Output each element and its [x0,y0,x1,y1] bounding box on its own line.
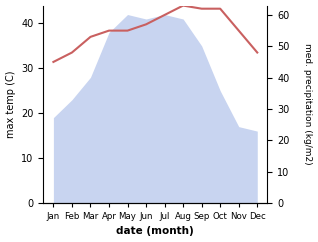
Y-axis label: med. precipitation (kg/m2): med. precipitation (kg/m2) [303,43,313,165]
Y-axis label: max temp (C): max temp (C) [5,70,16,138]
X-axis label: date (month): date (month) [116,227,194,236]
